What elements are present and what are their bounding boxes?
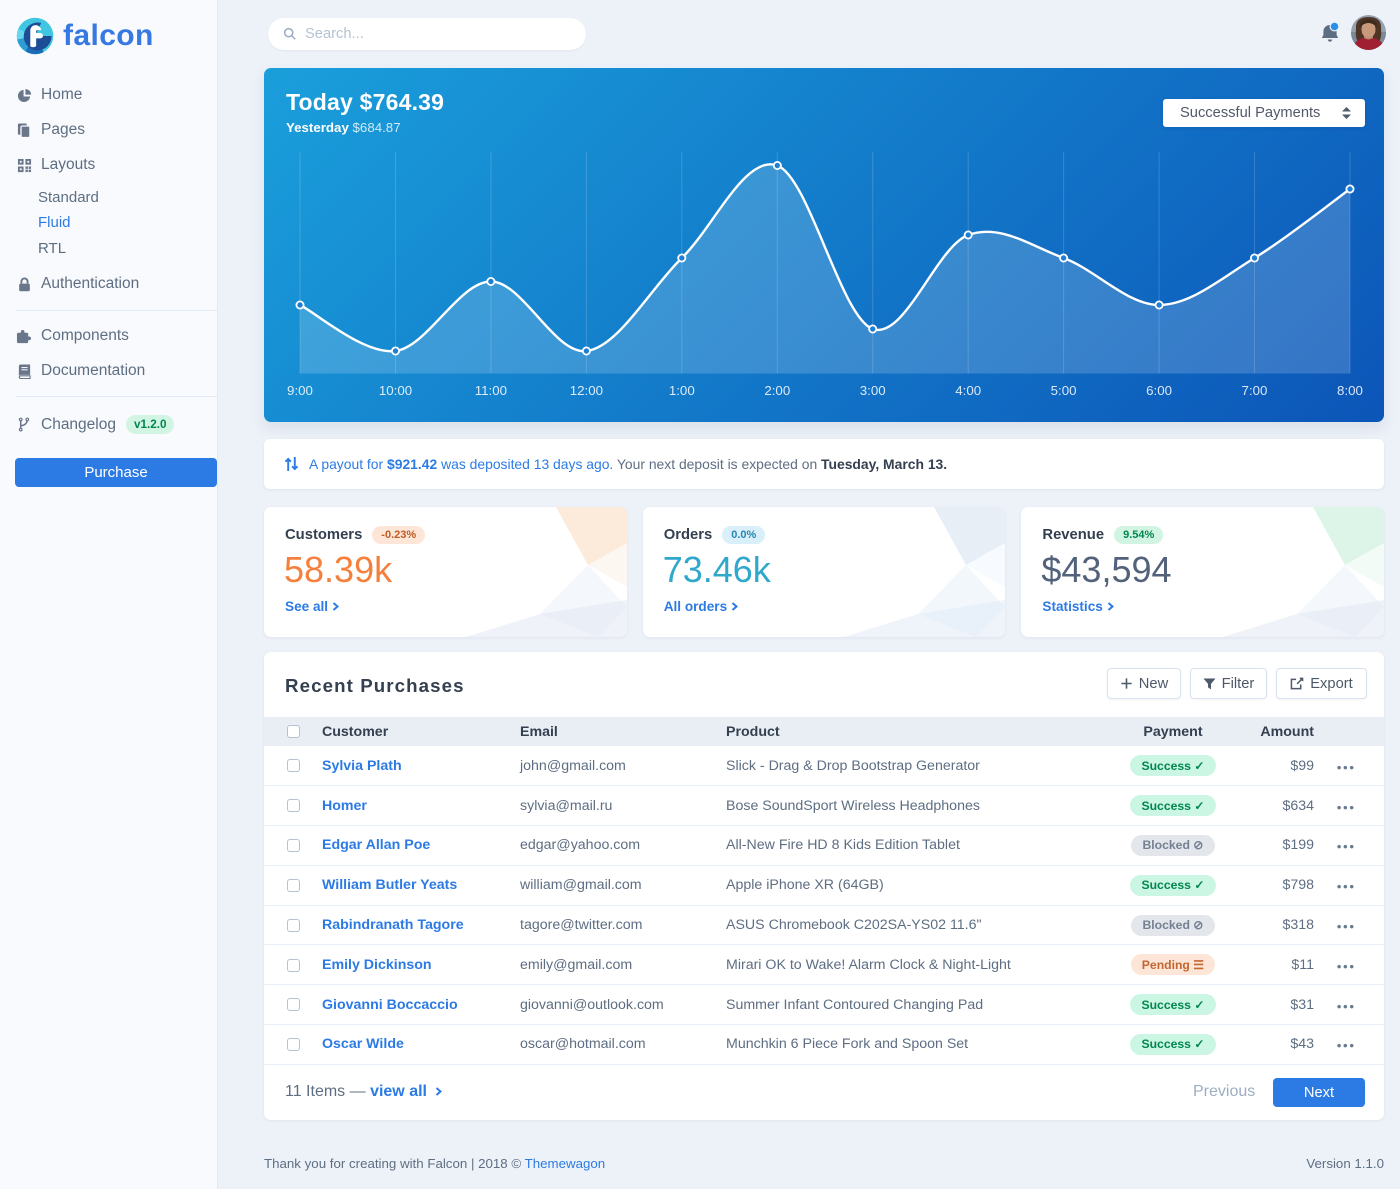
svg-text:6:00: 6:00 bbox=[1146, 383, 1172, 398]
svg-text:12:00: 12:00 bbox=[570, 383, 603, 398]
svg-text:5:00: 5:00 bbox=[1051, 383, 1077, 398]
svg-text:1:00: 1:00 bbox=[669, 383, 695, 398]
svg-text:10:00: 10:00 bbox=[379, 383, 412, 398]
svg-text:9:00: 9:00 bbox=[287, 383, 313, 398]
svg-text:11:00: 11:00 bbox=[475, 383, 507, 398]
svg-text:2:00: 2:00 bbox=[764, 383, 790, 398]
svg-text:4:00: 4:00 bbox=[955, 383, 981, 398]
svg-text:7:00: 7:00 bbox=[1242, 383, 1268, 398]
svg-text:8:00: 8:00 bbox=[1337, 383, 1363, 398]
svg-text:3:00: 3:00 bbox=[860, 383, 886, 398]
